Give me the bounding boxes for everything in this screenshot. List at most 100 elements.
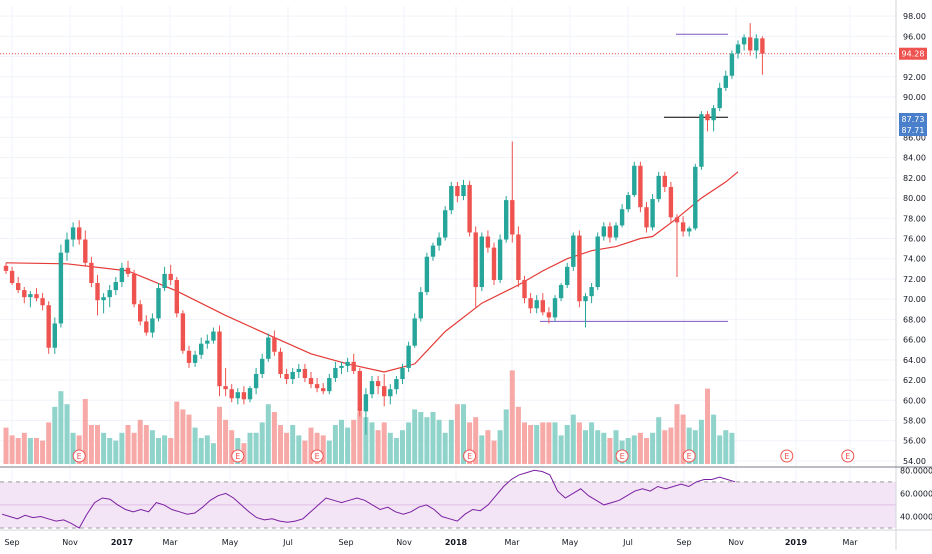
candle-body xyxy=(443,210,448,238)
candle-body xyxy=(467,184,472,233)
candle-body xyxy=(552,298,558,318)
volume-bar xyxy=(326,440,332,464)
candle-body xyxy=(253,374,259,389)
marker-price-badge xyxy=(899,113,927,125)
earnings-marker-label: E xyxy=(77,452,82,461)
candle-body xyxy=(748,37,753,51)
earnings-marker: E xyxy=(780,449,794,463)
candle-body xyxy=(40,298,45,306)
volume-bar xyxy=(589,422,595,464)
volume-bar xyxy=(442,432,448,464)
earnings-marker-label: E xyxy=(620,452,625,461)
volume-bar xyxy=(729,432,735,464)
volume-bar xyxy=(467,422,473,464)
candle-body xyxy=(290,371,295,380)
volume-bar xyxy=(339,419,344,464)
earnings-marker-circle xyxy=(615,449,629,463)
candle-body xyxy=(131,273,137,305)
volume-bar xyxy=(27,438,33,464)
volume-bar xyxy=(290,425,296,464)
candle-body xyxy=(241,392,247,400)
candle-body xyxy=(168,273,173,280)
time-tick-label: Jul xyxy=(282,538,293,547)
candle-body xyxy=(638,165,643,208)
price-tick-label: 72.00 xyxy=(903,275,926,284)
volume-bar xyxy=(558,435,564,464)
volume-bar xyxy=(448,419,454,464)
volume-bar xyxy=(656,417,662,464)
candle-body xyxy=(302,368,308,379)
candle-body xyxy=(388,389,393,397)
moving-average-line xyxy=(5,171,739,373)
candle-body xyxy=(3,265,9,271)
candle-body xyxy=(247,388,253,400)
marker-price-badge-label: 87.71 xyxy=(902,126,925,135)
volume-bar xyxy=(119,432,125,464)
volume-bar xyxy=(473,417,479,464)
candle-body xyxy=(693,166,698,229)
candle-body xyxy=(229,389,234,399)
candle-body xyxy=(34,294,39,299)
last-price-badge xyxy=(899,47,927,60)
candle-body xyxy=(144,321,149,333)
volume-bar xyxy=(424,417,430,464)
candle-body xyxy=(205,340,210,344)
volume-bar xyxy=(637,432,643,464)
candle-body xyxy=(583,296,588,302)
candle-body xyxy=(662,175,667,187)
volume-bar xyxy=(595,430,601,464)
candle-body xyxy=(577,235,582,302)
price-axis-labels: 98.0096.0094.0092.0090.0088.0086.0084.00… xyxy=(900,12,932,521)
candle-body xyxy=(308,378,314,385)
candle-body xyxy=(180,313,186,351)
price-tick-label: 58.00 xyxy=(903,417,926,426)
volume-bar xyxy=(247,432,253,464)
volume-bar xyxy=(644,438,649,464)
volume-bar xyxy=(174,401,180,464)
volume-bar xyxy=(241,443,247,464)
candle-body xyxy=(504,200,509,240)
volume-bar xyxy=(509,370,515,464)
rsi-polyline xyxy=(1,469,736,529)
volume-bar xyxy=(137,419,143,464)
volume-bar xyxy=(668,427,674,464)
candle-body xyxy=(607,226,613,238)
time-tick-label: Nov xyxy=(396,538,412,547)
candle-body xyxy=(601,226,606,237)
volume-bar xyxy=(546,422,552,464)
candle-body xyxy=(516,234,521,280)
earnings-marker-label: E xyxy=(687,452,692,461)
candle-body xyxy=(656,175,661,200)
price-tick-label: 54.00 xyxy=(903,457,926,466)
volume-bar xyxy=(680,414,686,464)
candle-body xyxy=(9,270,15,284)
candles xyxy=(3,23,765,435)
earnings-marker: E xyxy=(310,449,324,463)
candle-body xyxy=(418,292,423,319)
volume-bar xyxy=(284,432,290,464)
candle-body xyxy=(723,75,728,88)
volume-bar xyxy=(418,412,424,464)
earnings-marker-label: E xyxy=(235,452,240,461)
candle-body xyxy=(558,285,564,299)
price-tick-label: 68.00 xyxy=(903,315,926,324)
volume-bar xyxy=(674,404,680,464)
candle-body xyxy=(424,256,430,293)
candle-body xyxy=(449,185,454,211)
earnings-marker-label: E xyxy=(784,452,789,461)
candle-body xyxy=(186,350,192,363)
candle-body xyxy=(345,361,350,366)
candle-body xyxy=(138,304,143,322)
volume-bar xyxy=(217,406,222,464)
candle-body xyxy=(284,374,289,380)
volume-bar xyxy=(363,417,369,464)
volume-bar xyxy=(345,427,351,464)
candle-body xyxy=(77,227,82,240)
volume-bar xyxy=(107,438,113,464)
volume-bar xyxy=(552,422,558,464)
price-tick-label: 80.00 xyxy=(903,194,926,203)
time-tick-label: Sep xyxy=(676,538,691,547)
candle-body xyxy=(260,358,265,374)
